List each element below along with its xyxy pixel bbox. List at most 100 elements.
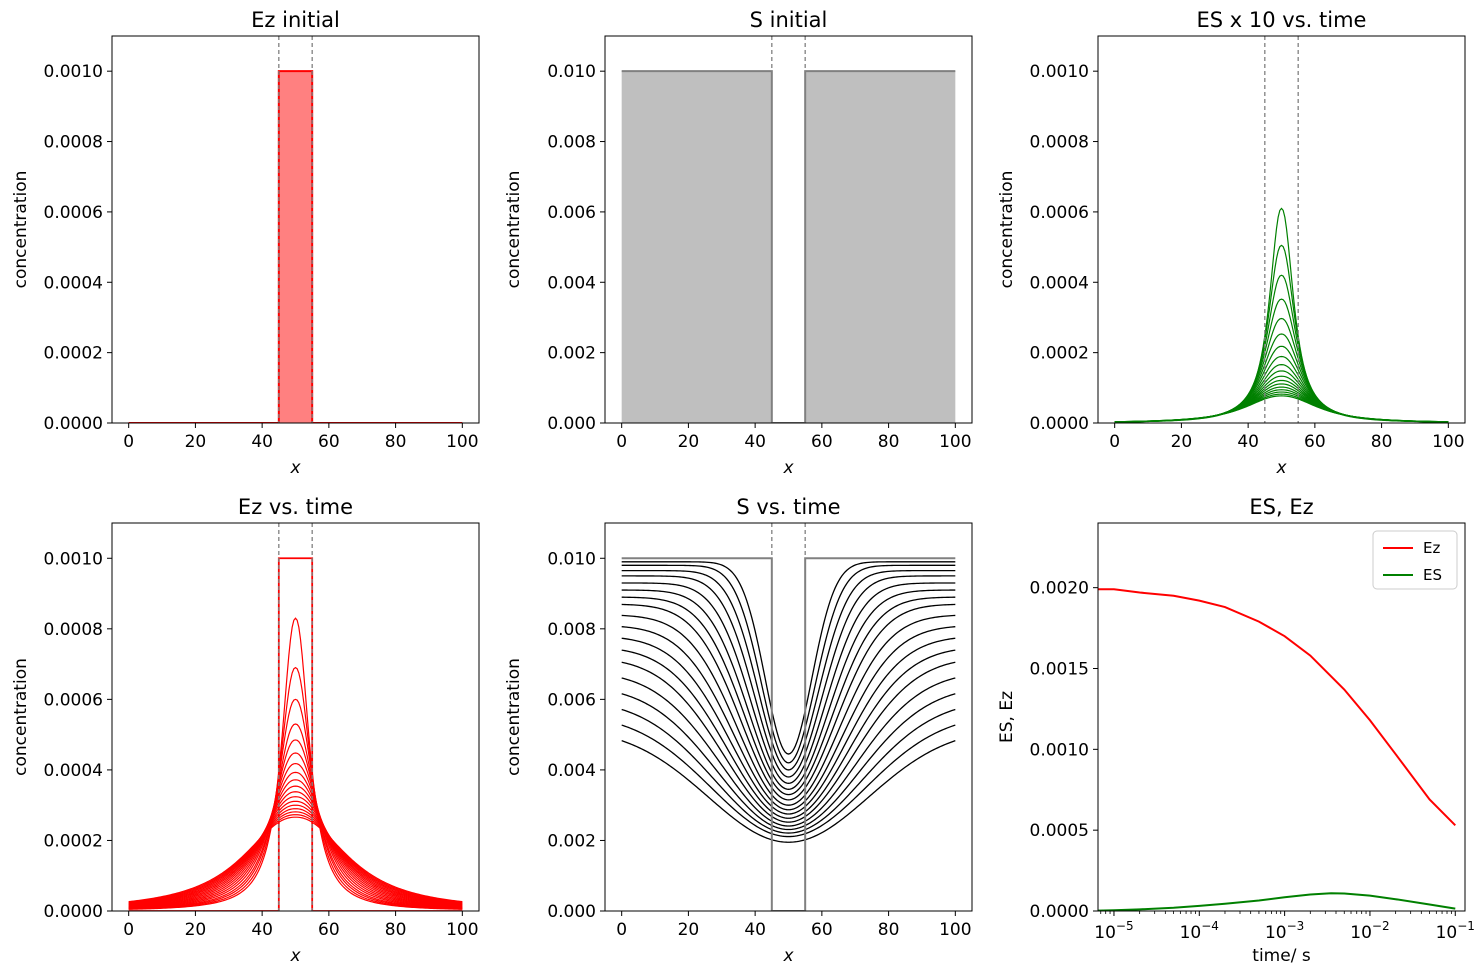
es-vs-time-y-tick-label: 0.0000	[1030, 414, 1089, 434]
ez-initial-y-tick-label: 0.0006	[44, 203, 103, 223]
legend-label-ez: Ez	[1423, 539, 1440, 557]
ez-initial-title: Ez initial	[251, 8, 340, 32]
es-vs-time-y-axis-label: concentration	[997, 171, 1017, 289]
es-vs-time-plot-area	[1114, 36, 1449, 423]
s-vs-time-curve-18	[621, 740, 956, 843]
legend: Ez ES	[1372, 530, 1458, 590]
s-vs-time-curve-5	[621, 582, 956, 784]
ez-vs-time-y-tick-label: 0.0002	[44, 831, 103, 851]
es-ez-chart: 10−5 10−4 10−3 10−2 10−1 0.0000 0.0005 0.0010 0.…	[997, 495, 1475, 966]
s-initial-chart: 0 20 40 60 80 100 0.000 0.002 0.004 0.006 0.008 0.0…	[504, 8, 973, 478]
ez-vs-time-curve-9	[128, 779, 463, 907]
ez-vs-time-y-tick-label: 0.0010	[44, 549, 103, 569]
ez-initial-x-tick-label: 100	[446, 432, 478, 452]
series-ez-line	[1098, 588, 1456, 827]
ez-vs-time-curve-16	[128, 811, 463, 904]
ez-vs-time-y-tick-label: 0.0004	[44, 761, 103, 781]
s-vs-time-curve-8	[621, 603, 956, 801]
es-vs-time-curve-11	[1114, 375, 1449, 423]
s-initial-x-tick-label: 80	[878, 432, 900, 452]
es-vs-time-curve-17	[1114, 393, 1449, 423]
es-vs-time-x-tick-label: 100	[1432, 432, 1464, 452]
s-initial-plot-area	[621, 36, 956, 423]
s-vs-time-curve-2	[621, 564, 956, 764]
ez-vs-time-curve-6	[128, 752, 463, 909]
es-vs-time-x-tick-label: 0	[1109, 432, 1120, 452]
s-vs-time-curve-1	[621, 561, 956, 755]
s-vs-time-y-tick-label: 0.000	[547, 902, 596, 922]
s-initial-line	[621, 70, 956, 423]
es-ez-x-tick-label: 10−5	[1094, 919, 1133, 943]
s-initial-title: S initial	[750, 8, 828, 32]
s-initial-x-axis-label: x	[782, 458, 794, 478]
es-vs-time-curve-3	[1114, 274, 1449, 423]
s-vs-time-x-tick-label: 20	[678, 920, 700, 940]
es-ez-x-axis-label: time/ s	[1252, 946, 1311, 966]
ez-initial-fill	[278, 71, 313, 423]
ez-vs-time-curve-15	[128, 808, 463, 904]
s-initial-y-tick-label: 0.006	[547, 203, 596, 223]
s-initial-y-axis-label: concentration	[504, 171, 524, 289]
legend-label-es: ES	[1423, 566, 1442, 584]
s-vs-time-chart: 0 20 40 60 80 100 0.000 0.002 0.004 0.006 0.008 0.0…	[504, 495, 973, 966]
ez-vs-time-y-tick-label: 0.0008	[44, 620, 103, 640]
es-ez-y-axis-label: ES, Ez	[997, 691, 1017, 743]
ez-vs-time-chart: 0 20 40 60 80 100 0.0000 0.0002 0.0004 0.0006 0.00…	[11, 495, 480, 966]
s-vs-time-curve-17	[621, 724, 956, 838]
s-vs-time-curve-7	[621, 596, 956, 796]
s-vs-time-plot-area	[621, 523, 956, 911]
es-vs-time-y-tick-label: 0.0008	[1030, 133, 1089, 153]
s-vs-time-x-tick-label: 40	[744, 920, 766, 940]
ez-vs-time-curve-2	[128, 666, 463, 910]
ez-vs-time-x-tick-label: 60	[318, 920, 340, 940]
es-vs-time-x-tick-label: 20	[1171, 432, 1193, 452]
s-vs-time-initial-line	[621, 557, 956, 911]
s-initial-fill-right	[805, 71, 956, 423]
es-vs-time-x-tick-label: 80	[1371, 432, 1393, 452]
es-vs-time-title: ES x 10 vs. time	[1197, 8, 1367, 32]
ez-vs-time-curve-8	[128, 771, 463, 908]
s-initial-x-tick-label: 40	[744, 432, 766, 452]
ez-initial-plot-area	[128, 36, 463, 423]
ez-initial-x-tick-label: 20	[185, 432, 207, 452]
es-vs-time-x-tick-label: 40	[1237, 432, 1259, 452]
es-vs-time-axes-frame	[1097, 35, 1466, 424]
s-vs-time-x-tick-label: 60	[811, 920, 833, 940]
s-vs-time-y-tick-label: 0.006	[547, 690, 596, 710]
s-vs-time-curve-15	[621, 693, 956, 831]
es-ez-y-tick-label: 0.0015	[1030, 660, 1089, 680]
s-vs-time-y-axis-label: concentration	[504, 658, 524, 776]
s-vs-time-curve-13	[621, 661, 956, 823]
es-vs-time-curve-6	[1114, 333, 1449, 423]
ez-vs-time-x-tick-label: 80	[385, 920, 407, 940]
s-vs-time-y-tick-label: 0.002	[547, 831, 596, 851]
series-es-line	[1098, 892, 1456, 911]
es-vs-time-x-tick-label: 60	[1304, 432, 1326, 452]
ez-initial-line	[128, 70, 463, 423]
ez-initial-y-tick-label: 0.0004	[44, 273, 103, 293]
s-vs-time-curve-9	[621, 614, 956, 806]
ez-vs-time-curve-12	[128, 796, 463, 906]
ez-vs-time-curve-7	[128, 762, 463, 908]
es-ez-x-tick-label: 10−2	[1350, 919, 1389, 943]
ez-vs-time-curve-18	[128, 816, 463, 903]
es-vs-time-curve-4	[1114, 298, 1449, 423]
ez-vs-time-curve-5	[128, 739, 463, 909]
s-vs-time-curve-3	[621, 569, 956, 771]
ez-vs-time-y-axis-label: concentration	[11, 658, 31, 776]
s-initial-axes-frame	[604, 35, 973, 424]
es-vs-time-y-tick-label: 0.0002	[1030, 344, 1089, 364]
es-ez-y-tick-label: 0.0020	[1030, 579, 1089, 599]
s-vs-time-curve-6	[621, 589, 956, 790]
ez-initial-y-tick-label: 0.0000	[44, 414, 103, 434]
es-ez-x-tick-label: 10−4	[1180, 919, 1219, 943]
ez-initial-x-tick-label: 80	[385, 432, 407, 452]
s-initial-x-tick-label: 100	[939, 432, 971, 452]
legend-frame	[1372, 530, 1458, 590]
ez-vs-time-curve-14	[128, 804, 463, 905]
ez-vs-time-curve-1	[128, 617, 463, 910]
ez-vs-time-curve-4	[128, 723, 463, 910]
s-initial-y-tick-label: 0.004	[547, 273, 596, 293]
ez-vs-time-x-tick-label: 100	[446, 920, 478, 940]
